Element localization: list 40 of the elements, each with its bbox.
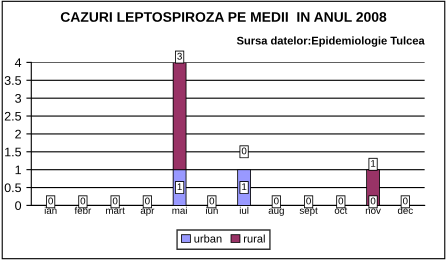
data-label: 0 [338,198,344,204]
chart-subtitle: Sursa datelor:Epidemiologie Tulcea [236,36,425,47]
data-label: 3 [177,52,182,60]
data-label: 0 [145,198,150,204]
data-label: 0 [112,198,118,204]
y-tick-label: 3.5 [4,76,22,85]
x-tick-label: dec [398,206,413,214]
x-tick-label: aug [268,208,284,216]
data-label: 0 [210,198,214,204]
data-label: 1 [371,160,376,167]
data-label: 0 [370,198,376,204]
legend-label: rural [244,234,265,243]
data-label: 0 [306,198,311,204]
y-tick-label: 1.5 [5,148,22,156]
x-tick-label: nov [366,208,381,214]
y-tick-label: 0 [15,201,22,210]
x-tick-label: apr [140,208,154,216]
legend-label: urban [194,234,222,243]
data-label: 0 [274,198,279,204]
y-tick-label: 4 [14,58,22,67]
x-tick-label: iul [240,206,248,214]
y-tick-label: 2.5 [4,112,22,121]
data-label: 0 [242,148,246,154]
x-tick-label: iun [206,206,218,214]
x-tick-label: sept [300,208,318,216]
data-label: 1 [242,183,246,190]
data-label: 0 [80,198,86,204]
x-tick-label: febr [74,206,92,214]
y-tick-label: 1 [16,166,21,174]
x-tick-label: oct [334,208,348,214]
y-tick-label: 0.5 [4,183,22,192]
x-tick-label: mai [172,206,187,214]
chart-title: CAZURI LEPTOSPIROZA PE MEDII IN ANUL 2008 [60,12,386,22]
x-tick-label: mart [106,208,125,214]
data-label: 1 [178,183,182,190]
y-tick-label: 3 [15,94,22,103]
y-tick-label: 2 [15,130,21,138]
data-label: 0 [402,198,408,204]
x-tick-label: ian [44,206,56,214]
data-label: 0 [48,198,53,204]
